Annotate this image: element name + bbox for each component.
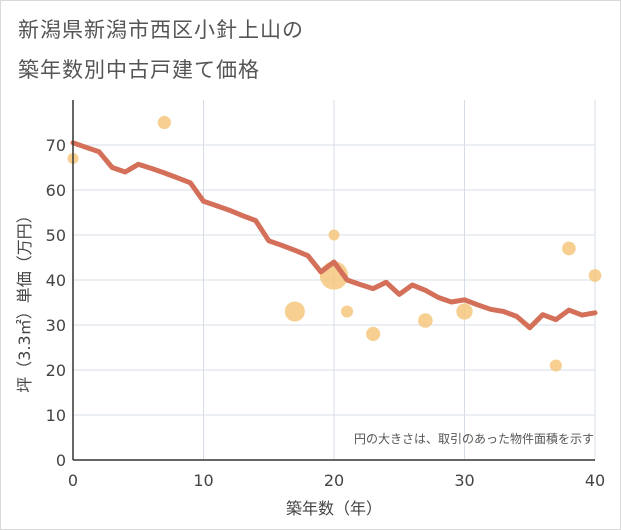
bubble-point <box>366 326 381 342</box>
y-tick-label: 50 <box>46 226 66 245</box>
bubble-point <box>418 313 433 328</box>
bubble-point <box>562 241 576 256</box>
chart-title-line2: 築年数別中古戸建て価格 <box>18 58 260 82</box>
y-tick-label: 70 <box>46 136 66 155</box>
x-axis-label: 築年数（年） <box>286 499 382 518</box>
y-tick-label: 30 <box>46 316 66 335</box>
trend-line <box>70 140 598 331</box>
chart-title-line1: 新潟県新潟市西区小針上山の <box>18 18 304 42</box>
y-tick-label: 40 <box>46 271 66 290</box>
x-tick-label: 0 <box>68 471 78 490</box>
y-tick-label: 20 <box>46 361 66 380</box>
bubble-point <box>549 359 562 372</box>
y-tick-label: 0 <box>56 451 66 470</box>
y-tick-label: 60 <box>46 181 66 200</box>
y-axis-label: 坪（3.3㎡）単価（万円） <box>15 207 34 392</box>
x-tick-label: 10 <box>193 471 213 490</box>
bubble-point <box>157 115 171 130</box>
bubble-point <box>456 303 473 320</box>
x-tick-label: 30 <box>454 471 474 490</box>
tick-labels: 0 10 20 30 40 50 60 70 0 10 20 30 40 <box>46 136 606 490</box>
bubble-point <box>284 301 305 322</box>
x-tick-label: 20 <box>324 471 344 490</box>
bubble-point <box>340 305 354 318</box>
axes <box>72 100 595 461</box>
bubble-size-note: 円の大きさは、取引のあった物件面積を示す <box>354 431 594 446</box>
y-tick-label: 10 <box>46 406 66 425</box>
bubble-point <box>328 229 340 241</box>
bubble-point <box>588 269 602 282</box>
x-tick-label: 40 <box>585 471 605 490</box>
